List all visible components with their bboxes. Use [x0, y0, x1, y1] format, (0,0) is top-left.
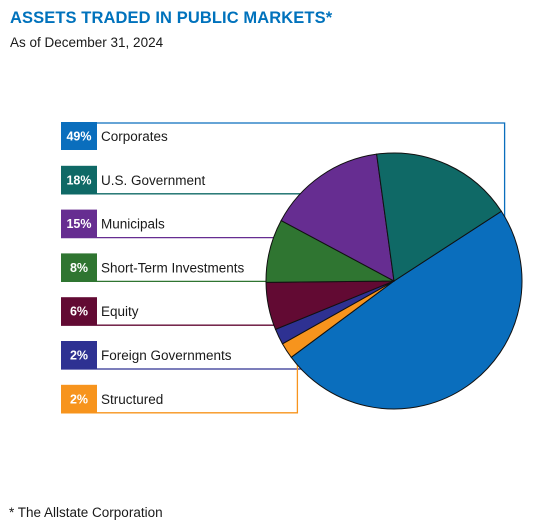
legend-swatch-corporates [61, 122, 97, 150]
legend-label-u-s-government: U.S. Government [101, 173, 206, 188]
chart-subtitle: As of December 31, 2024 [10, 35, 164, 50]
legend-swatch-foreign-governments [61, 341, 97, 369]
legend: 49% Corporates 18% U.S. Government 15% Munici… [61, 122, 245, 413]
legend-percent-structured: 2% [70, 392, 88, 406]
legend-percent-short-term-investments: 8% [70, 261, 88, 275]
legend-label-equity: Equity [101, 304, 139, 319]
legend-swatch-short-term-investments [61, 253, 97, 282]
legend-label-foreign-governments: Foreign Governments [101, 348, 232, 363]
pie-slice-municipals [280, 153, 395, 282]
legend-label-corporates: Corporates [101, 129, 168, 144]
legend-swatch-u-s-government [61, 165, 97, 194]
legend-label-municipals: Municipals [101, 217, 165, 232]
legend-label-structured: Structured [101, 392, 163, 407]
legend-percent-foreign-governments: 2% [70, 349, 88, 363]
pie-slice-corporates [290, 210, 523, 410]
pie-slices [265, 152, 523, 410]
legend-label-short-term-investments: Short-Term Investments [101, 260, 245, 275]
pie-slice-u-s-government [376, 152, 503, 282]
legend-percent-equity: 6% [70, 305, 88, 319]
legend-swatch-municipals [61, 209, 97, 238]
legend-percent-municipals: 15% [66, 217, 91, 231]
leader-line-structured [61, 343, 299, 414]
leader-line-corporates [61, 122, 506, 225]
legend-swatch-equity [61, 297, 97, 326]
legend-swatch-structured [61, 384, 97, 413]
footnote: * The Allstate Corporation [9, 505, 163, 520]
legend-percent-u-s-government: 18% [66, 173, 91, 187]
legend-percent-corporates: 49% [66, 130, 91, 144]
chart-title: ASSETS TRADED IN PUBLIC MARKETS* [10, 9, 333, 27]
